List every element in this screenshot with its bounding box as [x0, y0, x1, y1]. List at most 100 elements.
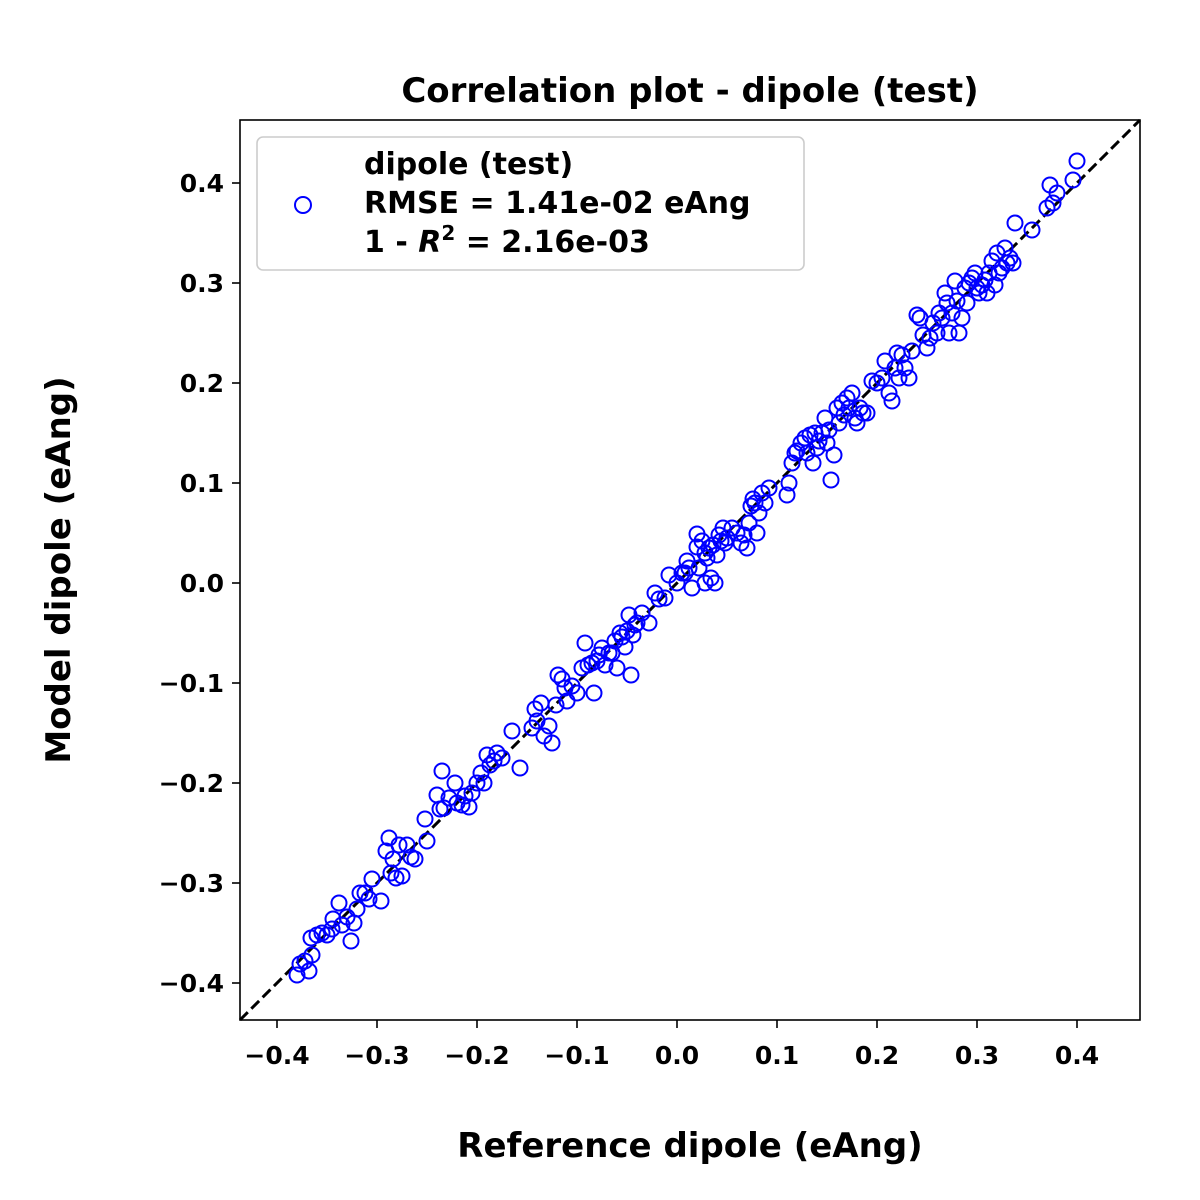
x-tick-label: −0.2	[444, 1041, 509, 1070]
data-point	[808, 439, 826, 457]
data-point	[903, 342, 921, 360]
data-point	[511, 759, 529, 777]
y-tick-label: −0.4	[159, 969, 224, 998]
data-point	[908, 306, 926, 324]
plot-frame	[239, 119, 1141, 1021]
x-tick-label: 0.1	[755, 1041, 799, 1070]
data-point	[398, 836, 416, 854]
x-tick-label: −0.1	[544, 1041, 609, 1070]
data-point	[433, 762, 451, 780]
data-point	[1006, 214, 1024, 232]
legend-r2: 1 - R2 = 2.16e-03	[364, 221, 650, 260]
data-point	[750, 504, 768, 522]
data-point	[880, 384, 898, 402]
data-point	[868, 374, 886, 392]
y-tick-label: 0.1	[180, 469, 224, 498]
x-tick-label: −0.3	[344, 1041, 409, 1070]
reference-line-layer	[238, 118, 1142, 1022]
data-point	[330, 894, 348, 912]
data-point	[493, 749, 511, 767]
data-point	[1064, 171, 1082, 189]
x-tick-label: 0.0	[655, 1041, 699, 1070]
data-point	[838, 389, 856, 407]
data-point	[702, 569, 720, 587]
data-point	[873, 369, 891, 387]
reference-line	[238, 118, 1142, 1022]
data-point	[786, 444, 804, 462]
data-point	[843, 384, 861, 402]
data-point	[540, 717, 558, 735]
y-axis-ticks: −0.4 −0.3 −0.2 −0.1 0.0 0.1 0.2 0.3 0.4	[159, 169, 240, 998]
data-point	[363, 870, 381, 888]
data-point	[890, 369, 908, 387]
data-point	[303, 946, 321, 964]
data-point	[936, 284, 954, 302]
x-tick-label: 0.4	[1055, 1041, 1099, 1070]
x-tick-label: 0.3	[955, 1041, 999, 1070]
data-point	[616, 638, 634, 656]
data-point	[384, 850, 402, 868]
data-point	[918, 339, 936, 357]
data-point	[468, 774, 486, 792]
data-point	[798, 444, 816, 462]
y-tick-label: 0.0	[180, 569, 224, 598]
data-point	[1038, 199, 1056, 217]
x-tick-label: 0.2	[855, 1041, 899, 1070]
data-point	[342, 932, 360, 950]
data-point	[488, 744, 506, 762]
data-point	[825, 446, 843, 464]
data-point	[628, 614, 646, 632]
data-point	[900, 369, 918, 387]
data-point	[1068, 152, 1086, 170]
data-point	[883, 392, 901, 410]
chart-title: Correlation plot - dipole (test)	[401, 71, 978, 111]
data-point	[938, 294, 956, 312]
data-point	[738, 539, 756, 557]
data-point	[958, 294, 976, 312]
data-point	[706, 574, 724, 592]
data-point	[1004, 254, 1022, 272]
data-point	[418, 832, 436, 850]
data-point	[503, 722, 521, 740]
data-point	[924, 314, 942, 332]
data-point	[288, 966, 306, 984]
data-point	[300, 962, 318, 980]
data-point	[543, 734, 561, 752]
data-point	[1044, 194, 1062, 212]
legend-series-name: dipole (test)	[364, 147, 573, 182]
y-tick-label: 0.4	[180, 169, 224, 198]
data-point	[1023, 221, 1041, 239]
plot-area	[239, 119, 1141, 1021]
data-point	[810, 432, 828, 450]
data-points	[288, 152, 1086, 984]
y-tick-label: 0.3	[180, 269, 224, 298]
legend-r2-prefix: 1 -	[364, 225, 418, 260]
data-point	[585, 684, 603, 702]
data-point	[953, 309, 971, 327]
legend-box	[256, 136, 805, 271]
y-axis-label: Model dipole (eAng)	[39, 376, 79, 763]
data-point	[760, 479, 778, 497]
data-point	[728, 524, 746, 542]
data-point	[549, 666, 567, 684]
data-point	[622, 666, 640, 684]
data-point	[940, 324, 958, 342]
data-point	[608, 659, 626, 677]
data-point	[732, 534, 750, 552]
data-point	[446, 774, 464, 792]
data-point	[348, 900, 366, 918]
y-tick-label: −0.1	[159, 669, 224, 698]
data-point	[485, 752, 503, 770]
data-point	[680, 559, 698, 577]
data-point	[323, 920, 341, 938]
data-point	[704, 536, 722, 554]
data-point	[778, 486, 796, 504]
data-point	[933, 309, 951, 327]
y-tick-label: 0.2	[180, 369, 224, 398]
legend-r2-value: = 2.16e-03	[455, 225, 650, 260]
x-axis-label: Reference dipole (eAng)	[457, 1126, 922, 1166]
data-point	[656, 589, 674, 607]
data-point	[650, 590, 668, 608]
legend-marker	[294, 196, 312, 214]
